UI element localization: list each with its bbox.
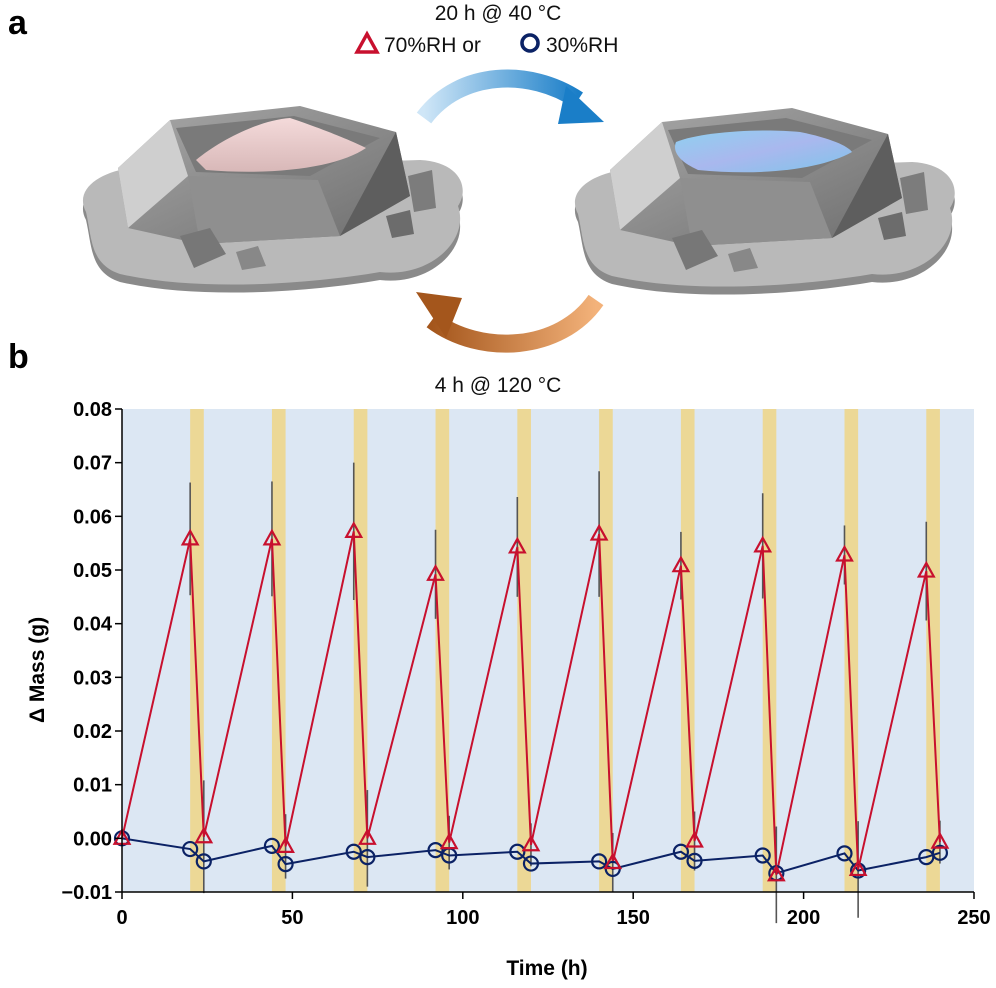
triangle-marker-icon xyxy=(354,30,380,54)
y-tick-label: 0.01 xyxy=(73,775,112,797)
condition-top-text: 20 h @ 40 °C xyxy=(435,2,562,25)
data-point-30rh xyxy=(359,849,376,866)
data-point-70rh xyxy=(344,521,364,538)
data-point-30rh xyxy=(591,853,608,870)
data-point-70rh xyxy=(194,826,214,844)
data-point-30rh xyxy=(195,853,212,870)
x-tick-label: 200 xyxy=(787,907,820,929)
data-point-30rh xyxy=(427,842,444,859)
y-tick-label: 0.05 xyxy=(73,560,112,582)
x-tick-label: 150 xyxy=(617,907,650,929)
condition-bottom-text: 4 h @ 120 °C xyxy=(435,374,562,397)
data-point-70rh xyxy=(439,832,459,850)
y-tick-label: 0.06 xyxy=(73,506,112,528)
data-point-70rh xyxy=(753,535,773,553)
legend-high-rh: 70%RH or xyxy=(384,34,481,57)
data-point-70rh xyxy=(930,831,950,849)
panel-a-label: a xyxy=(8,4,28,42)
plot-background xyxy=(122,409,974,892)
x-tick-label: 50 xyxy=(281,907,303,929)
series-line-70rh xyxy=(121,531,941,876)
data-point-30rh xyxy=(931,844,949,861)
data-point-30rh xyxy=(672,843,690,860)
data-point-70rh xyxy=(835,544,854,562)
plot-area xyxy=(122,409,974,892)
data-point-70rh xyxy=(521,834,541,852)
y-tick-label: −0.01 xyxy=(61,882,112,904)
series-markers xyxy=(112,521,950,882)
x-tick-label: 100 xyxy=(446,907,479,929)
data-point-30rh xyxy=(182,840,199,858)
panel-b-label: b xyxy=(8,338,29,376)
data-point-70rh xyxy=(426,564,445,581)
hydration-arrow-icon xyxy=(416,69,604,124)
data-point-30rh xyxy=(509,843,526,860)
data-point-70rh xyxy=(262,528,282,546)
data-point-30rh xyxy=(345,843,362,860)
x-tick-label: 0 xyxy=(116,907,127,929)
dehydration-arrow-icon xyxy=(416,292,604,353)
circle-marker-icon xyxy=(520,33,540,53)
data-point-70rh xyxy=(358,828,377,845)
dry-sample-illustration xyxy=(82,106,463,293)
data-point-70rh xyxy=(507,536,527,554)
data-point-30rh xyxy=(754,847,771,864)
y-tick-label: 0.00 xyxy=(73,828,112,850)
data-point-30rh xyxy=(686,852,703,869)
data-point-70rh xyxy=(848,859,868,877)
heating-band xyxy=(353,409,368,892)
data-point-70rh xyxy=(766,864,786,882)
data-point-70rh xyxy=(685,830,704,848)
y-tick-label: 0.04 xyxy=(73,614,113,636)
y-tick-label: 0.02 xyxy=(73,721,112,743)
y-tick-label: 0.07 xyxy=(73,453,112,475)
heating-band xyxy=(190,409,204,892)
data-point-70rh xyxy=(671,555,691,573)
data-point-70rh xyxy=(276,836,295,853)
hydrated-sample-illustration xyxy=(574,108,955,295)
x-tick-label: 250 xyxy=(957,907,990,929)
data-point-70rh xyxy=(180,528,200,546)
data-point-70rh xyxy=(589,523,609,541)
data-point-70rh xyxy=(603,852,623,870)
axes: −0.01 0.00 0.01 0.02 0.03 0.04 0.05 0.06 0.07 0.0… xyxy=(61,399,990,929)
y-axis-label: Δ Mass (g) xyxy=(26,617,49,723)
data-point-30rh xyxy=(522,855,540,872)
x-axis-label: Time (h) xyxy=(506,957,587,980)
y-tick-label: 0.08 xyxy=(73,399,112,421)
y-tick-label: 0.03 xyxy=(73,667,112,689)
data-point-70rh xyxy=(916,560,936,578)
data-point-30rh xyxy=(836,845,853,862)
legend: 70%RH or 30%RH xyxy=(354,30,618,57)
data-point-30rh xyxy=(263,837,281,854)
data-point-30rh xyxy=(277,855,294,873)
legend-low-rh: 30%RH xyxy=(546,34,618,57)
